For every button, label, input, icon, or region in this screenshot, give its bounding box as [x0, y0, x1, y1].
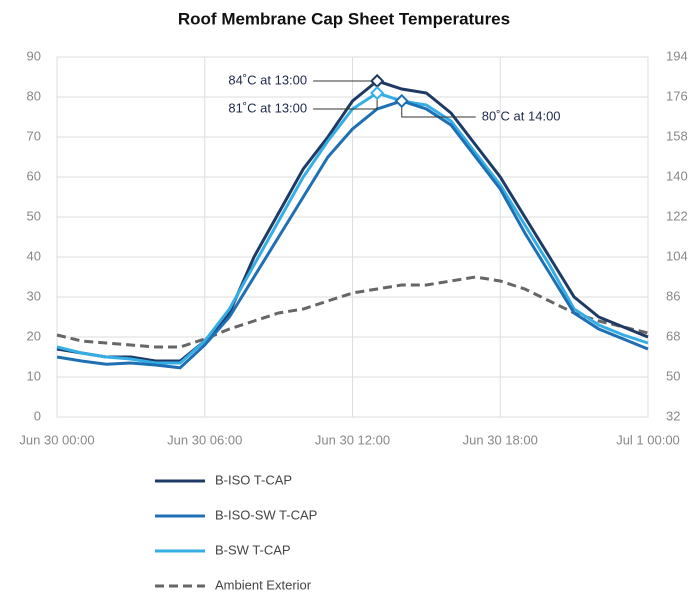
annotation: 81˚C at 13:00	[228, 100, 307, 115]
legend-label: B-ISO T-CAP	[215, 472, 292, 487]
chart-title: Roof Membrane Cap Sheet Temperatures	[178, 9, 510, 28]
annotation-marker	[370, 73, 385, 89]
series-line	[56, 99, 649, 370]
y-tick-label: 60	[27, 168, 41, 183]
y2-tick-label: 50	[666, 368, 680, 383]
plot-frame	[56, 56, 649, 418]
y2-tick-label: 32	[666, 408, 680, 423]
x-tick-label: Jun 30 12:00	[315, 432, 390, 447]
y2-tick-label: 140	[666, 168, 688, 183]
y2-tick-label: 68	[666, 328, 680, 343]
y-tick-label: 70	[27, 128, 41, 143]
y2-tick-label: 86	[666, 288, 680, 303]
y2-tick-label: 194	[666, 48, 688, 63]
annotation: 84˚C at 13:00	[228, 72, 307, 87]
legend-label: Ambient Exterior	[215, 577, 312, 592]
y2-tick-label: 104	[666, 248, 688, 263]
x-tick-label: Jun 30 18:00	[463, 432, 538, 447]
series-line	[56, 79, 649, 363]
y-tick-label: 80	[27, 88, 41, 103]
y-tick-label: 40	[27, 248, 41, 263]
y2-tick-label: 122	[666, 208, 688, 223]
x-tick-label: Jun 30 00:00	[19, 432, 94, 447]
y2-tick-label: 176	[666, 88, 688, 103]
legend-label: B-SW T-CAP	[215, 542, 291, 557]
x-tick-label: Jul 1 00:00	[616, 432, 680, 447]
y-tick-label: 50	[27, 208, 41, 223]
y-tick-label: 10	[27, 368, 41, 383]
annotation: 80˚C at 14:00	[482, 108, 561, 123]
y-tick-label: 90	[27, 48, 41, 63]
y-tick-label: 30	[27, 288, 41, 303]
annotation-marker	[394, 93, 409, 109]
x-tick-label: Jun 30 06:00	[167, 432, 242, 447]
annotation-marker	[370, 85, 385, 101]
y-tick-label: 0	[34, 408, 41, 423]
y2-tick-label: 158	[666, 128, 688, 143]
legend-label: B-ISO-SW T-CAP	[215, 507, 317, 522]
series-line	[56, 275, 649, 349]
y-tick-label: 20	[27, 328, 41, 343]
